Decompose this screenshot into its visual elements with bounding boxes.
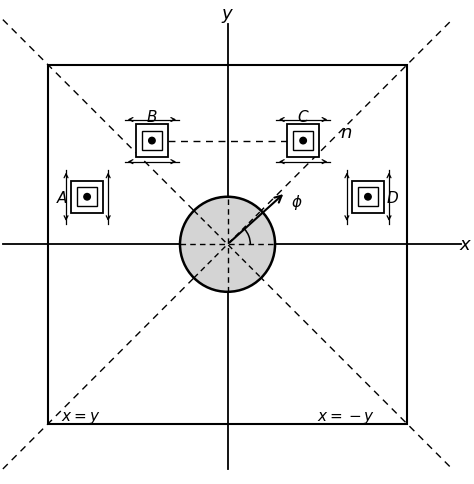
Circle shape xyxy=(180,197,275,292)
Text: $x$: $x$ xyxy=(459,236,472,254)
Bar xyxy=(287,125,319,157)
Text: $A$: $A$ xyxy=(56,189,68,205)
Bar xyxy=(77,188,97,207)
Text: $B$: $B$ xyxy=(146,108,158,124)
Circle shape xyxy=(149,138,155,145)
Circle shape xyxy=(300,138,306,145)
Bar xyxy=(142,132,162,151)
Bar xyxy=(293,132,313,151)
Text: $y$: $y$ xyxy=(221,7,234,25)
Text: $C$: $C$ xyxy=(297,108,310,124)
Bar xyxy=(71,181,103,213)
Circle shape xyxy=(365,194,371,200)
Bar xyxy=(358,188,378,207)
Bar xyxy=(136,125,168,157)
Bar xyxy=(352,181,384,213)
Bar xyxy=(48,66,407,424)
Circle shape xyxy=(84,194,91,200)
Text: $x = y$: $x = y$ xyxy=(61,409,100,425)
Text: $\mathbf{\mathit{n}}$: $\mathbf{\mathit{n}}$ xyxy=(340,124,352,142)
Text: $\phi$: $\phi$ xyxy=(291,192,302,211)
Text: $D$: $D$ xyxy=(386,189,399,205)
Text: $x = -y$: $x = -y$ xyxy=(317,409,375,425)
